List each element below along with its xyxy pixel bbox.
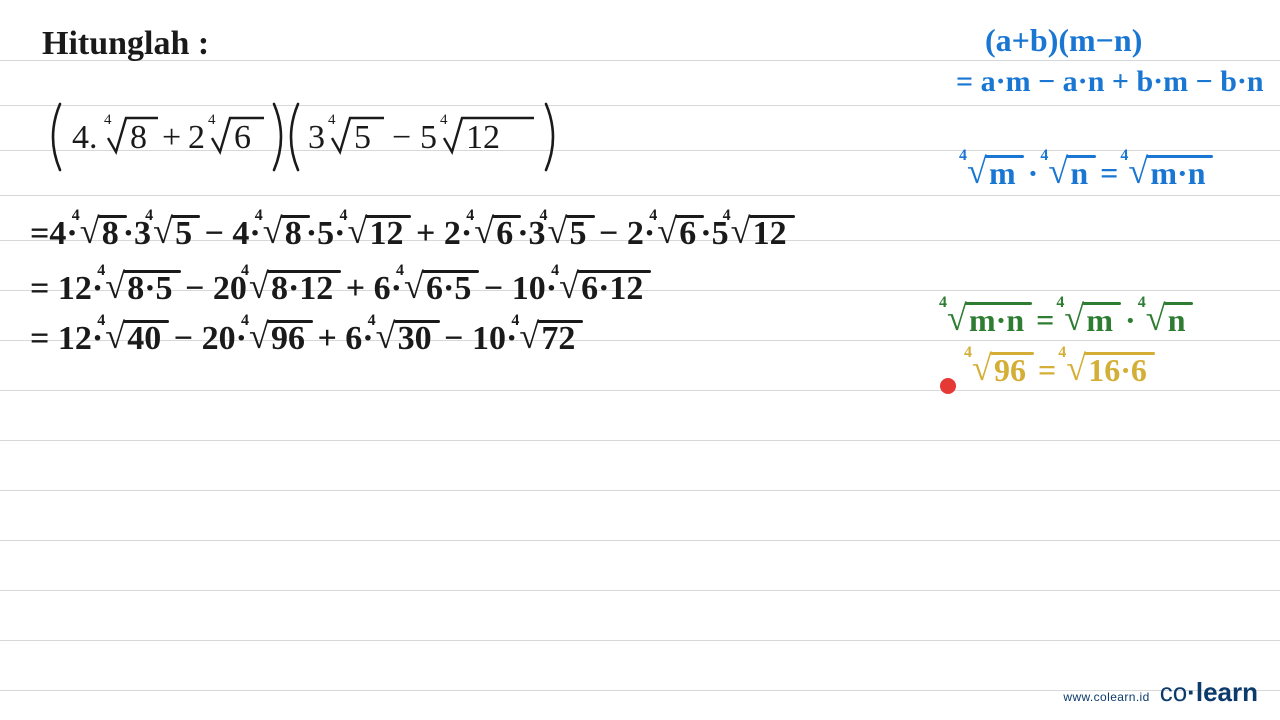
- svg-text:5: 5: [420, 119, 437, 156]
- svg-text:−: −: [392, 119, 411, 156]
- side-note: = a·m − a·n + b·m − b·n: [956, 65, 1264, 99]
- page-title: Hitunglah :: [42, 25, 209, 63]
- footer-brand: www.colearn.id co·learn: [1063, 677, 1258, 708]
- svg-text:+: +: [162, 119, 181, 156]
- footer-logo: co·learn: [1160, 677, 1258, 708]
- svg-text:4: 4: [440, 112, 448, 128]
- footer-url: www.colearn.id: [1063, 690, 1149, 704]
- svg-text:2: 2: [188, 119, 205, 156]
- work-line: = 12·4√40 − 20·4√96 + 6·4√30 − 10·4√72: [30, 320, 579, 358]
- svg-text:3: 3: [308, 119, 325, 156]
- side-note: 4√96 = 4√16·6: [970, 352, 1151, 389]
- svg-text:12: 12: [466, 119, 500, 156]
- side-note: (a+b)(m−n): [985, 22, 1142, 59]
- svg-text:4.: 4.: [72, 119, 98, 156]
- cursor-dot: [940, 378, 956, 394]
- work-line: =4·4√8·34√5 − 4·4√8·5·4√12 + 2·4√6·34√5 …: [30, 215, 791, 253]
- work-line: = 12·4√8·5 − 204√8·12 + 6·4√6·5 − 10·4√6…: [30, 270, 647, 308]
- svg-text:4: 4: [208, 112, 216, 128]
- svg-text:4: 4: [328, 112, 336, 128]
- problem-statement: 4. 4 8 + 2 4 6 3 4 5 − 5 4 12: [42, 100, 562, 175]
- svg-text:8: 8: [130, 119, 147, 156]
- side-note: 4√m · 4√n = 4√m·n: [965, 155, 1209, 192]
- svg-text:4: 4: [104, 112, 112, 128]
- svg-text:5: 5: [354, 119, 371, 156]
- svg-text:6: 6: [234, 119, 251, 156]
- side-note: 4√m·n = 4√m · 4√n: [945, 302, 1189, 339]
